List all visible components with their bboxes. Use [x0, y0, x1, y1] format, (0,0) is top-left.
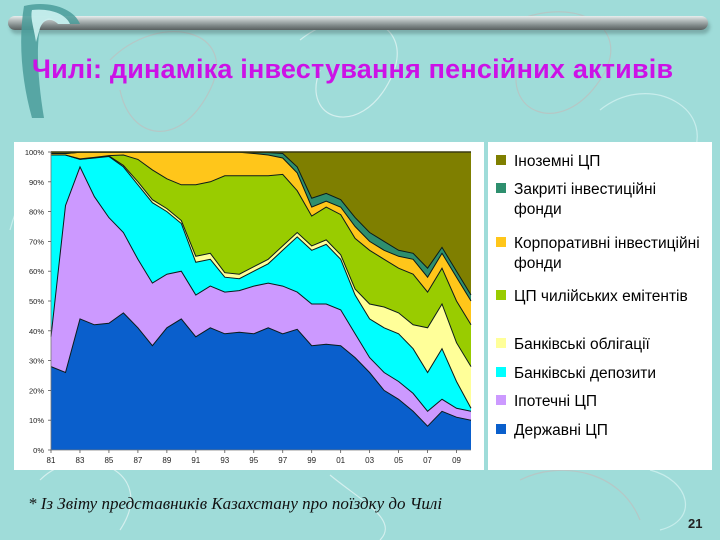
area-series-1	[51, 166, 471, 427]
legend-item: Державні ЦП	[496, 421, 704, 441]
area-series-0	[51, 312, 471, 450]
legend-swatch-icon	[496, 290, 506, 300]
legend-swatch-icon	[496, 424, 506, 434]
y-tick-label: 30%	[29, 357, 44, 366]
y-tick-label: 40%	[29, 327, 44, 336]
legend-swatch-icon	[496, 183, 506, 193]
series-boundary-line	[51, 154, 472, 367]
legend-swatch-icon	[496, 395, 506, 405]
legend-item: Банківські депозити	[496, 364, 704, 384]
decorative-header-rod	[8, 16, 708, 30]
x-tick-label: 03	[365, 456, 374, 465]
legend-item: ЦП чилійських емітентів	[496, 287, 704, 307]
x-tick-label: 99	[307, 456, 316, 465]
area-series-7	[51, 152, 471, 295]
y-tick-label: 10%	[29, 416, 44, 425]
legend-swatch-icon	[496, 338, 506, 348]
legend-item: Іноземні ЦП	[496, 152, 704, 172]
legend-label: ЦП чилійських емітентів	[514, 288, 688, 305]
legend-label: Банківські депозити	[514, 365, 657, 382]
legend-item: Іпотечні ЦП	[496, 392, 704, 412]
y-tick-label: 60%	[29, 267, 44, 276]
legend-label: Закриті інвестиційні фонди	[514, 181, 657, 218]
legend-label: Державні ЦП	[514, 422, 608, 439]
x-tick-label: 87	[133, 456, 142, 465]
y-tick-label: 0%	[33, 446, 44, 455]
x-tick-label: 05	[394, 456, 403, 465]
legend-swatch-icon	[496, 237, 506, 247]
legend-swatch-icon	[496, 367, 506, 377]
y-tick-label: 90%	[29, 178, 44, 187]
series-boundary-line	[50, 312, 472, 427]
legend-label: Іпотечні ЦП	[514, 393, 598, 410]
series-boundary-line	[50, 165, 472, 413]
x-tick-label: 93	[220, 456, 229, 465]
x-tick-label: 01	[336, 456, 345, 465]
legend-label: Банківські облігації	[514, 336, 650, 353]
slide-title: Чилі: динаміка інвестування пенсійних ак…	[32, 54, 674, 84]
legend-item: Корпоративні інвестиційні фонди	[496, 234, 704, 274]
x-tick-label: 85	[104, 456, 113, 465]
x-tick-label: 81	[47, 456, 56, 465]
y-tick-label: 50%	[29, 297, 44, 306]
y-tick-label: 20%	[29, 386, 44, 395]
legend-label: Корпоративні інвестиційні фонди	[514, 235, 700, 272]
x-tick-label: 95	[249, 456, 258, 465]
x-tick-label: 91	[191, 456, 200, 465]
x-tick-label: 83	[76, 456, 85, 465]
legend-label: Іноземні ЦП	[514, 153, 601, 170]
legend-item: Закриті інвестиційні фонди	[496, 180, 704, 220]
area-series-2	[51, 155, 471, 412]
page-number: 21	[688, 516, 703, 531]
series-boundary-line	[51, 154, 472, 326]
x-tick-label: 89	[162, 456, 171, 465]
stacked-area-chart: 0% 10% 20% 30% 40% 50% 60% 70% 80% 90% 100% 81 83 85 8…	[25, 148, 472, 465]
y-tick-label: 70%	[29, 237, 44, 246]
legend-swatch-icon	[496, 155, 506, 165]
area-series-4	[51, 155, 471, 367]
x-tick-label: 09	[452, 456, 461, 465]
source-footnote: * Із Звіту представників Казахстану про …	[28, 494, 443, 513]
x-tick-label: 97	[278, 456, 287, 465]
legend-item: Банківські облігації	[496, 335, 704, 355]
series-boundary-line	[51, 154, 472, 409]
decorative-hook-icon	[21, 4, 80, 119]
chart-legend: Іноземні ЦП Закриті інвестиційні фонди Кор…	[488, 142, 712, 470]
x-tick-label: 07	[423, 456, 432, 465]
y-tick-label: 100%	[25, 148, 45, 157]
y-tick-label: 80%	[29, 208, 44, 217]
chart-panel: 0% 10% 20% 30% 40% 50% 60% 70% 80% 90% 100% 81 83 85 8…	[14, 142, 484, 470]
